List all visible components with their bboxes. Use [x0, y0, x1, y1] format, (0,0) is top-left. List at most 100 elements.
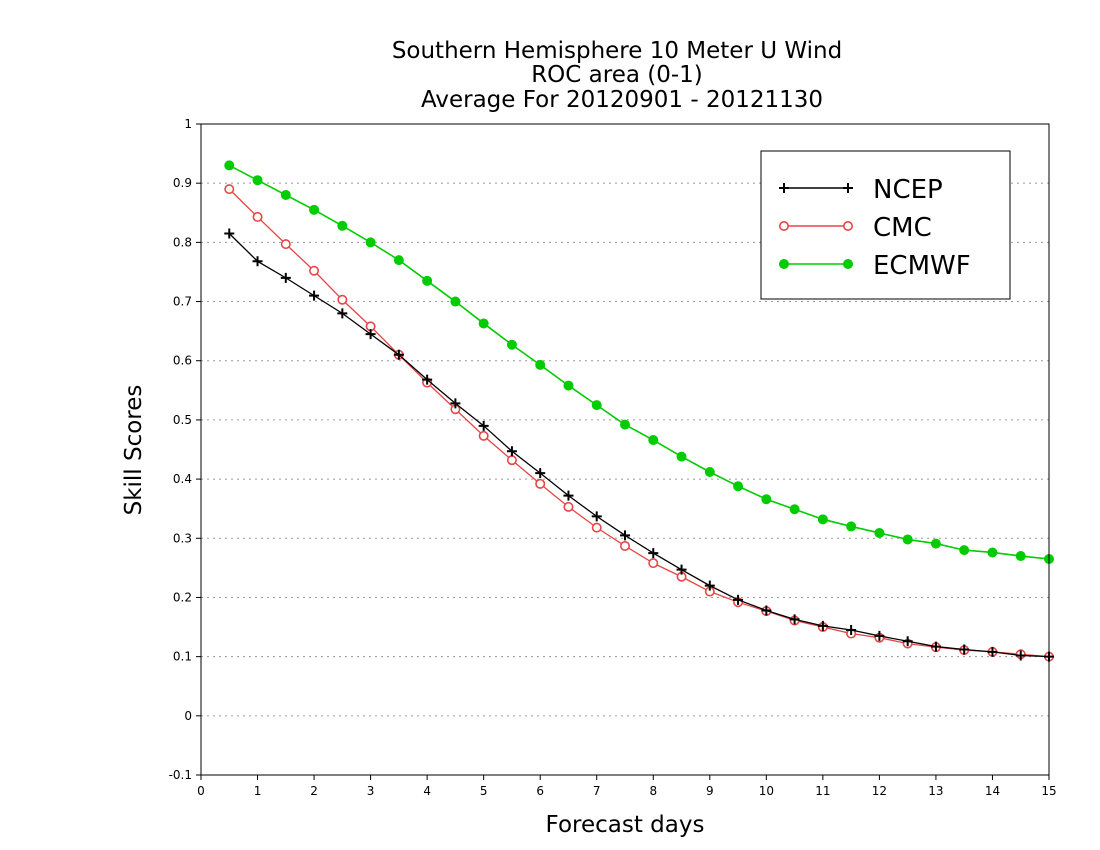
legend-box [760, 150, 1011, 300]
data-point-ecmwf [506, 339, 517, 350]
legend-marker [842, 221, 853, 232]
data-point-ncep [309, 290, 320, 301]
data-point-ncep [620, 530, 630, 541]
data-point-ecmwf [620, 419, 630, 430]
x-tick-label: 14 [985, 784, 1000, 798]
x-tick-label: 11 [815, 784, 830, 798]
y-tick-label: 0.3 [173, 531, 192, 545]
x-axis-title: Forecast days [546, 812, 705, 838]
data-point-ncep [733, 594, 744, 605]
x-tick-label: 5 [480, 784, 488, 798]
series-ecmwf [224, 160, 1054, 564]
legend-item-ecmwf: ECMWF [779, 251, 971, 281]
y-tick-label: 0.2 [173, 590, 192, 604]
y-tick-label: 0 [184, 709, 192, 723]
data-point-ncep [817, 620, 828, 631]
legend-marker [843, 259, 853, 269]
data-point-cmc [224, 184, 235, 195]
data-point-ecmwf [478, 318, 489, 329]
axis-ticks: -0.100.10.20.30.40.50.60.70.80.910 1 2 3 4 5 6… [169, 117, 1057, 798]
data-point-ncep [450, 398, 461, 409]
legend-item-ncep: NCEP [779, 175, 943, 205]
legend-label-ecmwf: ECMWF [873, 251, 971, 281]
data-point-cmc [280, 239, 291, 250]
data-point-cmc [535, 478, 546, 489]
data-point-ncep [846, 625, 857, 636]
data-point-ncep [789, 614, 800, 625]
data-point-ncep [591, 511, 602, 522]
data-point-ecmwf [365, 237, 376, 248]
y-axis-title: Skill Scores [121, 385, 147, 516]
y-tick-label: 0.4 [173, 472, 192, 486]
data-point-ecmwf [648, 435, 659, 446]
x-tick-label: 3 [367, 784, 375, 798]
chart-title-line-1: Southern Hemisphere 10 Meter U Wind [392, 38, 842, 64]
data-point-ncep [676, 564, 687, 575]
x-tick-label: 15 [1041, 784, 1056, 798]
data-point-cmc [506, 455, 517, 466]
y-tick-label: 0.7 [173, 295, 192, 309]
legend-item-cmc: CMC [778, 213, 932, 243]
data-point-ecmwf [902, 534, 913, 545]
y-tick-label: 1 [184, 117, 192, 131]
data-point-ecmwf [930, 538, 941, 549]
series-layer [224, 160, 1055, 662]
data-point-ecmwf [874, 527, 885, 538]
data-point-cmc [337, 294, 348, 305]
series-ncep [224, 228, 1054, 662]
data-point-ncep [224, 228, 235, 239]
data-point-cmc [619, 540, 630, 551]
data-point-ecmwf [535, 359, 546, 370]
data-point-ncep [422, 374, 433, 385]
data-point-ecmwf [591, 400, 602, 411]
data-point-ncep [648, 548, 659, 559]
data-point-ncep [902, 636, 913, 647]
data-point-ncep [337, 308, 348, 319]
data-point-ecmwf [761, 494, 772, 505]
data-point-ecmwf [337, 220, 348, 231]
data-point-cmc [648, 558, 659, 569]
data-point-ecmwf [846, 521, 857, 532]
legend-marker [779, 259, 789, 269]
data-point-ncep [930, 641, 941, 652]
data-point-ecmwf [676, 451, 687, 462]
x-tick-label: 1 [254, 784, 262, 798]
data-point-ncep [761, 605, 772, 616]
x-tick-label: 6 [536, 784, 544, 798]
data-point-ncep [280, 272, 291, 283]
data-point-ecmwf [450, 296, 461, 307]
data-point-ecmwf [733, 481, 744, 492]
data-point-ecmwf [704, 466, 715, 477]
x-tick-label: 10 [759, 784, 774, 798]
data-point-ecmwf [959, 545, 970, 556]
data-point-ecmwf [252, 175, 263, 186]
data-point-ncep [987, 646, 998, 657]
plot-frame [200, 123, 1050, 776]
x-tick-label: 0 [197, 784, 205, 798]
x-tick-label: 8 [649, 784, 657, 798]
x-tick-label: 12 [872, 784, 887, 798]
data-point-ncep [563, 490, 574, 501]
legend: NCEP CMC ECMWF [760, 150, 1011, 300]
data-point-cmc [252, 211, 263, 222]
data-point-ecmwf [422, 275, 433, 286]
y-tick-label: 0.5 [173, 413, 192, 427]
x-tick-label: 7 [593, 784, 601, 798]
data-point-ncep [704, 580, 715, 591]
data-point-ecmwf [309, 204, 320, 215]
y-tick-label: 0.1 [173, 650, 192, 664]
data-point-ecmwf [789, 504, 800, 515]
legend-marker [779, 183, 789, 193]
chart-title-line-3: Average For 20120901 - 20121130 [421, 87, 823, 113]
x-tick-label: 4 [423, 784, 431, 798]
x-tick-label: 2 [310, 784, 318, 798]
y-tick-label: 0.8 [173, 235, 192, 249]
data-point-ncep [252, 256, 263, 267]
data-point-ecmwf [563, 380, 574, 391]
data-point-ncep [506, 446, 517, 457]
data-point-cmc [309, 265, 320, 276]
data-point-ecmwf [280, 190, 291, 201]
x-tick-label: 13 [928, 784, 943, 798]
legend-label-cmc: CMC [873, 213, 932, 243]
